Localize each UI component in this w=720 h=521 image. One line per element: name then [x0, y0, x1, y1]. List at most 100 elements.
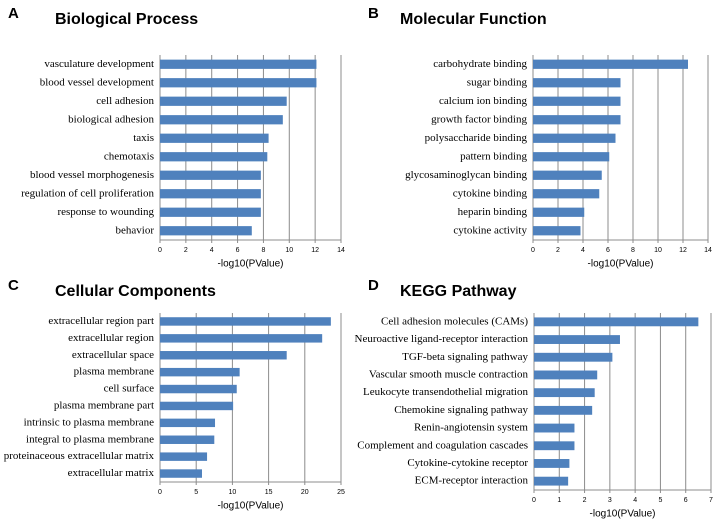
x-tick-label: 1 [557, 497, 561, 504]
bar [533, 152, 610, 162]
category-label: sugar binding [467, 76, 528, 88]
category-label: cytokine activity [453, 224, 527, 236]
chart-panel: D KEGG Pathway 0 1 2 3 4 5 6 7 Cell adhesion molec… [355, 277, 714, 520]
bar [160, 418, 216, 428]
category-label: plasma membrane part [54, 399, 154, 411]
x-axis-label: -log10(PValue) [588, 259, 654, 270]
bar [160, 115, 283, 125]
x-tick-label: 12 [311, 247, 319, 254]
category-label: Vascular smooth muscle contraction [369, 368, 529, 380]
bar [160, 452, 208, 461]
x-tick-label: 0 [158, 247, 162, 254]
category-label: ECM-receptor interaction [415, 475, 529, 487]
category-label: response to wounding [57, 206, 154, 218]
x-tick-label: 14 [704, 247, 712, 254]
category-label: Leukocyte transendothelial migration [363, 386, 528, 398]
bar [160, 133, 269, 143]
bar [533, 78, 621, 88]
panel-letter: A [8, 5, 19, 22]
category-label: extracellular region part [48, 315, 154, 327]
x-tick-label: 14 [337, 247, 345, 254]
bar [534, 317, 699, 327]
bar [160, 170, 261, 180]
category-label: behavior [116, 224, 155, 236]
bar [533, 226, 581, 236]
bar [534, 459, 570, 468]
bar [534, 352, 613, 362]
x-tick-label: 2 [556, 247, 560, 254]
panel-letter: D [368, 277, 379, 294]
x-tick-label: 10 [229, 489, 237, 496]
bar [160, 59, 317, 69]
chart-title: Biological Process [55, 11, 198, 28]
x-tick-label: 7 [709, 497, 713, 504]
bar [160, 435, 215, 444]
bar [160, 152, 268, 162]
chart-title: KEGG Pathway [400, 283, 517, 300]
x-tick-label: 0 [532, 497, 536, 504]
bar [160, 384, 237, 394]
category-label: blood vessel development [40, 76, 154, 88]
bar [160, 317, 331, 326]
x-tick-label: 3 [608, 497, 612, 504]
category-label: integral to plasma membrane [26, 433, 154, 445]
panel-letter: B [368, 5, 379, 22]
category-label: taxis [133, 132, 154, 144]
category-label: cell adhesion [96, 95, 154, 107]
chart-panel: A Biological Process 0 2 4 6 8 10 12 14 vasculatur… [8, 5, 345, 270]
x-tick-label: 4 [210, 247, 214, 254]
bar [160, 469, 202, 478]
bar [160, 334, 323, 343]
bar [533, 170, 602, 180]
category-label: Neuroactive ligand-receptor interaction [355, 333, 529, 345]
chart-title: Cellular Components [55, 283, 216, 300]
bar [534, 335, 620, 344]
category-label: cytokine binding [453, 187, 528, 199]
x-tick-label: 5 [658, 497, 662, 504]
x-tick-label: 10 [654, 247, 662, 254]
category-label: intrinsic to plasma membrane [24, 416, 155, 428]
category-label: regulation of cell proliferation [21, 187, 154, 199]
category-label: heparin binding [458, 206, 528, 218]
category-label: TGF-beta signaling pathway [402, 351, 528, 363]
bar [533, 207, 585, 217]
bar [533, 133, 616, 143]
bar [534, 423, 575, 433]
category-label: calcium ion binding [439, 95, 527, 107]
category-label: Renin-angiotensin system [414, 422, 528, 434]
bar [534, 405, 593, 415]
x-tick-label: 6 [684, 497, 688, 504]
x-tick-label: 6 [606, 247, 610, 254]
category-label: Cell adhesion molecules (CAMs) [381, 315, 528, 327]
x-axis-label: -log10(PValue) [590, 509, 656, 520]
x-tick-label: 8 [261, 247, 265, 254]
bar [160, 226, 252, 236]
category-label: polysaccharide binding [425, 132, 528, 144]
x-tick-label: 10 [285, 247, 293, 254]
x-axis-label: -log10(PValue) [218, 501, 284, 512]
x-tick-label: 6 [236, 247, 240, 254]
chart-title: Molecular Function [400, 11, 547, 28]
bar [533, 115, 621, 125]
bar [534, 388, 595, 398]
category-label: chemotaxis [104, 150, 154, 162]
x-tick-label: 12 [679, 247, 687, 254]
category-label: vasculature development [44, 58, 154, 70]
panel-letter: C [8, 277, 19, 294]
x-tick-label: 25 [337, 489, 345, 496]
category-label: Cytokine-cytokine receptor [407, 457, 528, 469]
category-label: blood vessel morphogenesis [30, 169, 154, 181]
bar [533, 189, 600, 199]
bar [160, 401, 234, 411]
bar [533, 96, 621, 106]
category-label: biological adhesion [68, 113, 154, 125]
bar [534, 441, 575, 451]
bar [160, 78, 317, 88]
bar [533, 59, 688, 69]
category-label: plasma membrane [74, 366, 154, 378]
chart-panel: C Cellular Components 0 5 10 15 20 25 extracellu… [4, 277, 345, 512]
bar [160, 367, 240, 377]
x-tick-label: 2 [583, 497, 587, 504]
